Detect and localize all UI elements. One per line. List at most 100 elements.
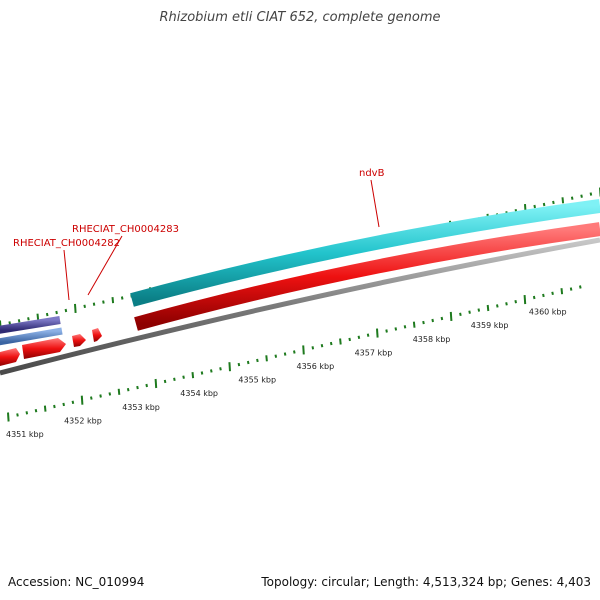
forward-cds-band[interactable] xyxy=(130,199,600,307)
ruler-label: 4360 kbp xyxy=(529,308,567,317)
inner-tick xyxy=(99,394,102,398)
inner-tick xyxy=(16,413,19,417)
blue-feature[interactable] xyxy=(0,316,61,334)
inner-tick xyxy=(71,400,75,404)
ruler-label-group: 4351 kbp 4352 kbp 4353 kbp 4354 kbp 4355 kbp… xyxy=(6,308,567,439)
inner-tick xyxy=(62,402,65,407)
inner-tick xyxy=(154,378,158,389)
inner-tick xyxy=(53,404,56,409)
inner-tick xyxy=(246,360,250,365)
outer-tick xyxy=(27,317,30,321)
red-feature-2[interactable] xyxy=(22,338,66,359)
inner-tick xyxy=(302,345,305,355)
inner-tick xyxy=(486,304,490,312)
inner-tick xyxy=(237,362,241,367)
gene-label-ndvB[interactable]: ndvB xyxy=(359,168,385,179)
inner-tick xyxy=(191,372,195,379)
map-title: Rhizobium etli CIAT 652, complete genome xyxy=(159,10,441,25)
inner-tick xyxy=(505,302,508,306)
inner-tick xyxy=(560,288,564,295)
inner-tick xyxy=(182,375,185,379)
red-feature-4[interactable] xyxy=(92,328,102,342)
outer-tick xyxy=(17,319,21,323)
accession-label: Accession: NC_010994 xyxy=(8,575,145,589)
inner-tick xyxy=(357,335,361,339)
inner-tick xyxy=(412,321,416,328)
gene-label-rheciat-ch0004283[interactable]: RHECIAT_CH0004283 xyxy=(72,224,179,235)
inner-tick xyxy=(117,388,121,395)
outer-tick xyxy=(102,300,105,304)
gene-label-rheciat-ch0004282[interactable]: RHECIAT_CH0004282 xyxy=(13,238,120,249)
light-blue-feature[interactable] xyxy=(0,327,63,346)
inner-tick xyxy=(348,337,351,342)
inner-tick-ring xyxy=(7,285,582,422)
outer-tick xyxy=(92,302,96,306)
ruler-label: 4356 kbp xyxy=(297,362,335,371)
inner-tick xyxy=(136,385,139,390)
ruler-label: 4357 kbp xyxy=(355,348,393,357)
inner-tick xyxy=(385,329,388,333)
inner-tick xyxy=(200,371,204,375)
ruler-label: 4352 kbp xyxy=(64,416,102,425)
inner-tick xyxy=(440,316,444,321)
inner-tick xyxy=(126,388,130,392)
outer-tick xyxy=(580,194,583,198)
inner-tick xyxy=(468,310,471,314)
inner-tick xyxy=(532,295,536,300)
reverse-cds-band[interactable] xyxy=(134,222,600,331)
inner-tick xyxy=(173,377,176,381)
genome-backbone xyxy=(0,237,600,376)
outer-tick xyxy=(8,321,11,325)
inner-tick xyxy=(551,291,554,295)
inner-tick xyxy=(459,312,462,316)
inner-tick xyxy=(108,392,112,396)
ruler-label: 4358 kbp xyxy=(413,335,451,344)
outer-tick xyxy=(55,310,58,315)
inner-tick xyxy=(228,362,231,372)
inner-tick xyxy=(449,311,453,321)
outer-tick xyxy=(589,192,593,196)
inner-tick xyxy=(422,320,425,325)
inner-tick xyxy=(43,405,47,412)
inner-tick xyxy=(256,358,259,363)
red-feature-1[interactable] xyxy=(0,348,20,366)
inner-tick xyxy=(283,352,287,356)
ruler-label: 4359 kbp xyxy=(471,321,509,330)
inner-tick xyxy=(477,308,481,312)
rheciat-ch0004283-pointer xyxy=(87,235,123,296)
outer-tick xyxy=(552,200,555,205)
inner-tick xyxy=(219,367,222,371)
outer-tick xyxy=(561,197,565,204)
inner-tick xyxy=(90,396,93,400)
inner-tick xyxy=(579,285,582,289)
inner-tick xyxy=(523,295,527,305)
genome-summary-label: Topology: circular; Length: 4,513,324 bp… xyxy=(261,575,591,589)
ruler-label: 4353 kbp xyxy=(122,403,160,412)
left-feature-group xyxy=(0,316,102,366)
inner-tick xyxy=(394,327,398,331)
inner-tick xyxy=(265,355,268,362)
inner-tick xyxy=(542,293,545,298)
inner-tick xyxy=(80,395,84,405)
red-feature-3[interactable] xyxy=(72,334,86,347)
inner-tick xyxy=(514,300,517,304)
outer-tick xyxy=(45,312,49,317)
ruler-label: 4355 kbp xyxy=(238,376,276,385)
outer-tick xyxy=(111,297,115,304)
inner-tick xyxy=(403,325,407,329)
inner-tick xyxy=(339,338,342,345)
inner-tick xyxy=(163,379,167,384)
outer-tick xyxy=(83,304,86,308)
ruler-label: 4354 kbp xyxy=(180,389,218,398)
inner-tick xyxy=(431,318,434,323)
inner-tick xyxy=(25,411,29,415)
inner-tick xyxy=(293,350,296,354)
inner-tick xyxy=(366,333,370,337)
outer-tick xyxy=(120,296,124,300)
inner-tick xyxy=(496,304,499,308)
inner-tick xyxy=(7,412,10,422)
outer-tick xyxy=(74,303,77,313)
outer-tick xyxy=(542,202,546,207)
ruler-label: 4351 kbp xyxy=(6,430,44,439)
